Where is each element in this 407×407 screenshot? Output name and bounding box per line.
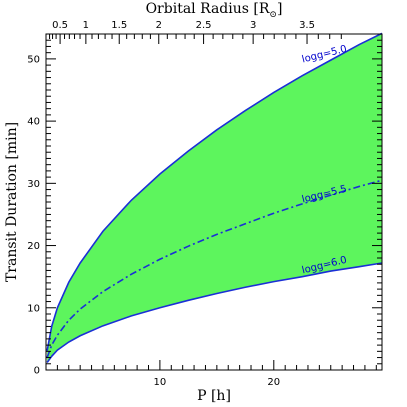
shaded-region xyxy=(47,33,382,363)
top-tick-label: 3.5 xyxy=(299,20,315,31)
top-tick-label: 3 xyxy=(250,20,256,31)
series-line-logg=5.0 xyxy=(46,32,383,351)
x-tick-label: 20 xyxy=(267,377,280,388)
top-axis-label-sub: ⊙ xyxy=(269,10,277,20)
top-tick-label: 1.5 xyxy=(111,20,127,31)
tick-labels: 10 20 0 10 20 30 40 50 0.5 1 1.5 2 2.5 3 3.5 xyxy=(27,20,315,388)
x-axis-label: P [h] xyxy=(197,388,231,404)
top-tick-label: 2.5 xyxy=(196,20,212,31)
y-tick-label: 50 xyxy=(27,54,40,65)
top-axis-label-close: ] xyxy=(277,1,282,17)
top-axis-label: Orbital Radius [R⊙] xyxy=(146,1,283,20)
series-line-logg=6.0 xyxy=(46,262,383,364)
top-axis-label-main: Orbital Radius [R xyxy=(146,1,270,17)
x-tick-label: 10 xyxy=(154,377,167,388)
top-tick-label: 2 xyxy=(156,20,162,31)
axis-ticks xyxy=(46,33,382,370)
y-tick-label: 20 xyxy=(27,241,40,252)
y-axis-label: Transit Duration [min] xyxy=(4,122,20,282)
y-tick-label: 10 xyxy=(27,303,40,314)
series-line-logg=5.5 xyxy=(46,179,383,358)
y-tick-label: 40 xyxy=(27,117,40,128)
y-tick-label: 0 xyxy=(34,366,40,377)
plot-frame xyxy=(45,33,383,371)
top-tick-label: 1 xyxy=(83,20,89,31)
y-tick-label: 30 xyxy=(27,179,40,190)
top-tick-label: 0.5 xyxy=(52,20,68,31)
